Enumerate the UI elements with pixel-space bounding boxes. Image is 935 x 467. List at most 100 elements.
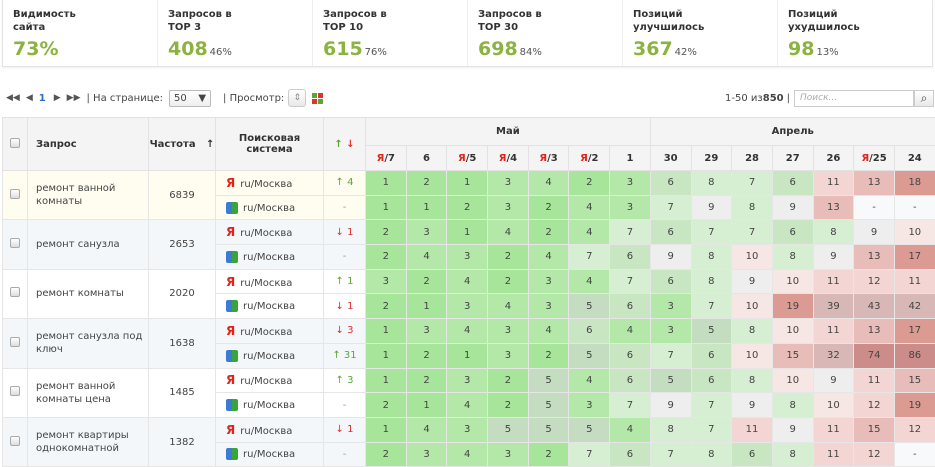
- position-cell[interactable]: 1: [406, 294, 447, 319]
- position-cell[interactable]: 1: [366, 343, 407, 368]
- position-cell[interactable]: 2: [528, 343, 569, 368]
- position-cell[interactable]: 11: [732, 417, 773, 442]
- search-input[interactable]: Поиск...: [794, 90, 914, 107]
- search-button[interactable]: ⌕: [914, 90, 934, 107]
- position-cell[interactable]: 8: [691, 442, 732, 467]
- position-cell[interactable]: 3: [366, 269, 407, 294]
- position-cell[interactable]: 7: [650, 343, 691, 368]
- position-cell[interactable]: 15: [772, 343, 813, 368]
- position-cell[interactable]: 6: [610, 442, 651, 467]
- heatmap-view-icon[interactable]: [312, 93, 323, 104]
- position-cell[interactable]: 6: [610, 245, 651, 270]
- position-cell[interactable]: 19: [772, 294, 813, 319]
- position-cell[interactable]: 8: [813, 220, 854, 245]
- position-cell[interactable]: 11: [813, 417, 854, 442]
- day-header[interactable]: 26: [813, 146, 854, 171]
- position-cell[interactable]: 19: [894, 393, 935, 418]
- position-cell[interactable]: 4: [610, 417, 651, 442]
- position-cell[interactable]: 3: [447, 368, 488, 393]
- day-header[interactable]: Я/4: [488, 146, 529, 171]
- position-cell[interactable]: 8: [691, 269, 732, 294]
- position-cell[interactable]: 4: [447, 269, 488, 294]
- position-cell[interactable]: 6: [610, 294, 651, 319]
- position-cell[interactable]: 2: [488, 393, 529, 418]
- position-cell[interactable]: 3: [406, 442, 447, 467]
- position-cell[interactable]: 3: [569, 393, 610, 418]
- query-cell[interactable]: ремонт ванной комнаты цена: [28, 368, 149, 417]
- last-page-button[interactable]: ▶▶: [67, 93, 81, 103]
- position-cell[interactable]: 8: [650, 417, 691, 442]
- position-cell[interactable]: 7: [610, 269, 651, 294]
- day-header[interactable]: Я/7: [366, 146, 407, 171]
- per-page-select[interactable]: 50▼: [169, 90, 211, 107]
- query-header[interactable]: Запрос: [28, 118, 149, 171]
- position-cell[interactable]: 43: [854, 294, 895, 319]
- position-cell[interactable]: 7: [569, 442, 610, 467]
- position-cell[interactable]: 11: [813, 269, 854, 294]
- position-cell[interactable]: 42: [894, 294, 935, 319]
- position-cell[interactable]: 2: [488, 368, 529, 393]
- position-cell[interactable]: 2: [406, 368, 447, 393]
- position-cell[interactable]: 2: [366, 442, 407, 467]
- position-cell[interactable]: 13: [854, 245, 895, 270]
- position-cell[interactable]: 3: [650, 294, 691, 319]
- position-cell[interactable]: 5: [569, 417, 610, 442]
- position-cell[interactable]: 9: [772, 195, 813, 220]
- position-cell[interactable]: 9: [854, 220, 895, 245]
- position-cell[interactable]: -: [854, 195, 895, 220]
- position-cell[interactable]: 12: [854, 393, 895, 418]
- current-page-link[interactable]: 1: [39, 93, 46, 104]
- position-cell[interactable]: 6: [691, 343, 732, 368]
- position-cell[interactable]: 4: [569, 195, 610, 220]
- day-header[interactable]: 29: [691, 146, 732, 171]
- position-cell[interactable]: 6: [691, 368, 732, 393]
- query-cell[interactable]: ремонт санузла: [28, 220, 149, 269]
- position-cell[interactable]: 9: [650, 393, 691, 418]
- position-cell[interactable]: 7: [732, 171, 773, 196]
- day-header[interactable]: Я/5: [447, 146, 488, 171]
- position-cell[interactable]: 12: [854, 442, 895, 467]
- position-cell[interactable]: 3: [610, 195, 651, 220]
- position-cell[interactable]: 8: [691, 171, 732, 196]
- position-cell[interactable]: 2: [406, 343, 447, 368]
- position-cell[interactable]: 1: [447, 220, 488, 245]
- position-cell[interactable]: 10: [772, 269, 813, 294]
- position-cell[interactable]: 17: [894, 319, 935, 344]
- position-cell[interactable]: 2: [366, 393, 407, 418]
- position-cell[interactable]: 9: [772, 417, 813, 442]
- position-cell[interactable]: 10: [813, 393, 854, 418]
- position-cell[interactable]: 6: [772, 220, 813, 245]
- position-cell[interactable]: 5: [528, 393, 569, 418]
- position-cell[interactable]: 3: [488, 442, 529, 467]
- position-cell[interactable]: 5: [691, 319, 732, 344]
- position-cell[interactable]: 2: [406, 269, 447, 294]
- position-cell[interactable]: 1: [406, 393, 447, 418]
- position-cell[interactable]: 10: [772, 368, 813, 393]
- position-cell[interactable]: 4: [610, 319, 651, 344]
- position-cell[interactable]: 2: [447, 195, 488, 220]
- position-cell[interactable]: 7: [610, 393, 651, 418]
- position-cell[interactable]: 7: [569, 245, 610, 270]
- position-cell[interactable]: 3: [488, 171, 529, 196]
- position-cell[interactable]: 3: [447, 245, 488, 270]
- position-cell[interactable]: 8: [732, 319, 773, 344]
- position-cell[interactable]: 7: [691, 220, 732, 245]
- position-cell[interactable]: 5: [650, 368, 691, 393]
- position-cell[interactable]: 3: [447, 417, 488, 442]
- position-cell[interactable]: 4: [528, 171, 569, 196]
- position-cell[interactable]: 2: [366, 220, 407, 245]
- position-cell[interactable]: -: [894, 195, 935, 220]
- position-cell[interactable]: 11: [854, 368, 895, 393]
- position-cell[interactable]: 1: [366, 368, 407, 393]
- position-cell[interactable]: 7: [650, 442, 691, 467]
- position-cell[interactable]: 2: [528, 442, 569, 467]
- position-cell[interactable]: 4: [569, 269, 610, 294]
- position-cell[interactable]: 7: [691, 393, 732, 418]
- position-cell[interactable]: 7: [732, 220, 773, 245]
- position-cell[interactable]: 9: [732, 393, 773, 418]
- position-cell[interactable]: 5: [569, 343, 610, 368]
- query-cell[interactable]: ремонт комнаты: [28, 269, 149, 318]
- query-cell[interactable]: ремонт ванной комнаты: [28, 171, 149, 220]
- position-cell[interactable]: 9: [691, 195, 732, 220]
- position-cell[interactable]: 15: [894, 368, 935, 393]
